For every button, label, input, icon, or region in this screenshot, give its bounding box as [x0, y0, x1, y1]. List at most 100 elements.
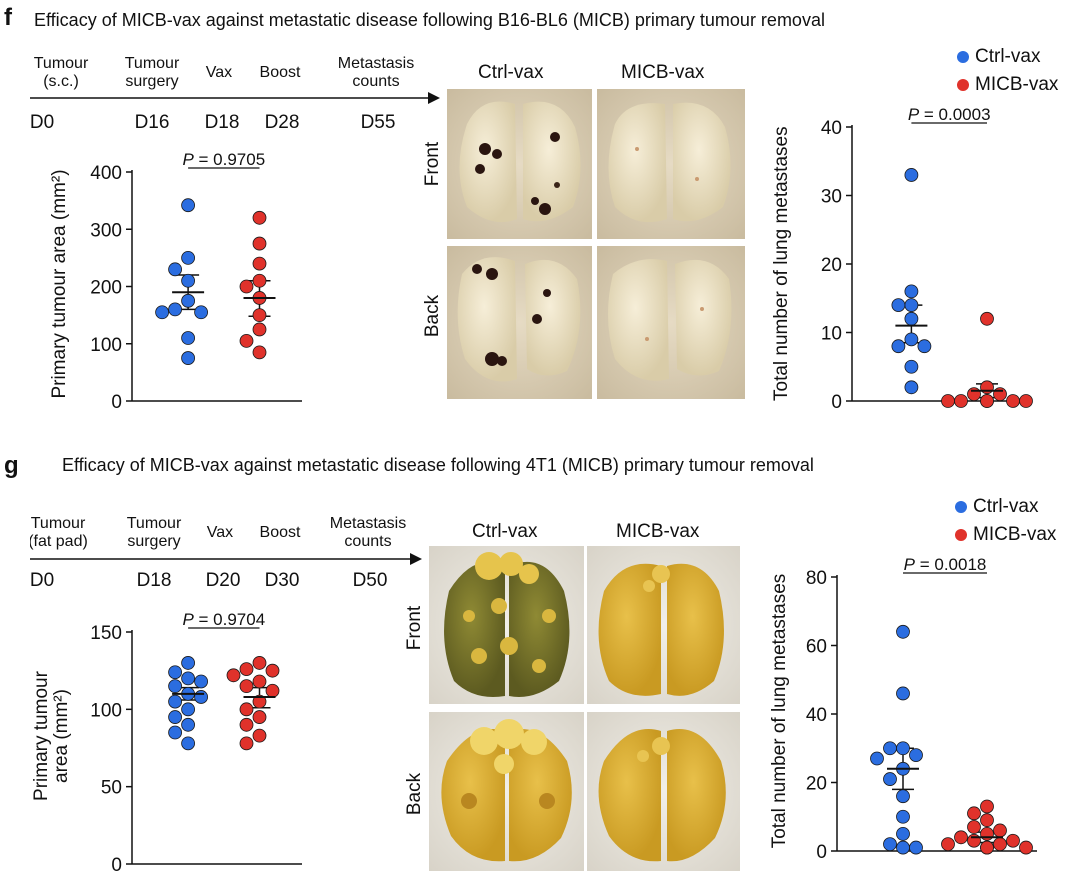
y-tick-label: 50 — [101, 778, 122, 799]
data-point — [891, 298, 906, 313]
legend-marker — [957, 50, 969, 63]
data-point — [252, 256, 267, 271]
y-tick-label: 40 — [806, 705, 827, 726]
data-point — [1019, 840, 1033, 855]
legend-marker — [955, 528, 967, 541]
f-legend-ctrl: Ctrl-vax — [957, 46, 1040, 68]
data-point — [883, 837, 897, 852]
data-point — [226, 668, 241, 683]
data-point — [980, 813, 994, 828]
y-tick-label: 150 — [90, 623, 122, 644]
data-point — [967, 387, 981, 402]
panel-g-title: Efficacy of MICB-vax against metastatic … — [62, 455, 814, 475]
y-tick-label: 0 — [831, 392, 842, 413]
timeline-day: D18 — [137, 570, 172, 591]
data-point — [1019, 394, 1033, 408]
f-photo-col-ctrl: Ctrl-vax — [478, 62, 544, 83]
data-point — [904, 311, 919, 326]
panel-g-timeline: Tumour (fat pad) Tumour surgery Vax Boos… — [30, 515, 422, 591]
legend-label: MICB-vax — [973, 524, 1057, 545]
f-tumour-area-chart: 0 100 200 300 400 P = 0.9705 — [90, 150, 302, 413]
y-tick-label: 0 — [816, 842, 827, 863]
data-point — [168, 262, 182, 277]
timeline-event: Vax — [207, 524, 233, 541]
lung-photo-g-micb-front — [587, 546, 740, 704]
data-point — [181, 351, 195, 365]
data-point — [181, 198, 195, 213]
timeline-day: D50 — [353, 570, 388, 591]
legend-label: Ctrl-vax — [975, 46, 1041, 67]
data-point — [993, 837, 1007, 852]
timeline-day: D16 — [135, 112, 170, 133]
legend-label: MICB-vax — [975, 74, 1059, 95]
y-tick-label: 20 — [821, 255, 842, 276]
y-tick-label: 0 — [111, 855, 122, 876]
data-point — [909, 748, 923, 763]
timeline-event: Vax — [206, 64, 232, 81]
timeline-arrowhead — [428, 92, 440, 104]
timeline-event-detail: (s.c.) — [43, 73, 79, 90]
g-photo-row-front: Front — [404, 605, 425, 651]
g-tumour-area-chart: 0 50 100 150 P = 0.9704 — [90, 610, 302, 876]
data-point — [896, 809, 910, 824]
g-photo-row-back: Back — [404, 772, 425, 816]
data-point — [181, 656, 195, 670]
timeline-day: D20 — [206, 570, 241, 591]
data-point — [1006, 394, 1020, 408]
data-point — [168, 725, 182, 740]
data-point — [181, 293, 195, 308]
f-photo-row-front: Front — [422, 141, 443, 187]
y-tick-label: 10 — [821, 324, 842, 345]
data-point — [904, 380, 919, 395]
data-point — [896, 789, 910, 804]
data-point — [980, 826, 994, 841]
lung-photo-f-ctrl-back — [447, 246, 592, 399]
y-tick-label: 400 — [90, 163, 122, 184]
data-point — [168, 302, 182, 317]
timeline-day: D18 — [205, 112, 240, 133]
y-tick-label: 30 — [821, 187, 842, 208]
data-point — [980, 311, 994, 326]
data-point — [891, 339, 906, 354]
timeline-event-detail: (fat pad) — [30, 533, 88, 550]
timeline-day: D28 — [265, 112, 300, 133]
timeline-day: D0 — [30, 112, 54, 133]
data-point — [252, 710, 267, 724]
data-point — [967, 820, 981, 834]
timeline-event: Metastasis — [330, 515, 406, 532]
data-point — [980, 799, 994, 814]
data-point — [980, 394, 994, 408]
data-point — [954, 394, 968, 408]
data-point — [168, 665, 182, 680]
data-point — [904, 359, 919, 374]
y-tick-label: 80 — [806, 568, 827, 589]
timeline-event: Metastasis — [338, 55, 414, 72]
timeline-event-detail: surgery — [127, 533, 180, 550]
data-point — [155, 305, 169, 320]
y-tick-label: 60 — [806, 637, 827, 658]
data-point — [239, 333, 254, 348]
data-point — [181, 250, 195, 265]
data-point — [896, 741, 910, 756]
g-legend-micb: MICB-vax — [955, 524, 1056, 546]
p-value-label: P = 0.9704 — [182, 610, 265, 629]
p-value-label: P = 0.0003 — [908, 105, 991, 124]
timeline-event: Tumour — [34, 55, 89, 72]
panel-g-letter: g — [4, 452, 19, 479]
data-point — [1006, 833, 1020, 848]
lung-photo-g-ctrl-front — [429, 546, 584, 704]
data-point — [168, 710, 182, 724]
y-tick-label: 0 — [111, 392, 122, 413]
timeline-event: Boost — [260, 524, 301, 541]
data-point — [239, 679, 254, 694]
p-value-label: P = 0.9705 — [182, 150, 265, 169]
data-point — [904, 284, 919, 299]
g-legend-ctrl: Ctrl-vax — [955, 496, 1038, 518]
data-point — [941, 394, 955, 408]
y-tick-label: 40 — [821, 118, 842, 139]
y-tick-label: 300 — [90, 220, 122, 241]
f-lung-metastases-chart: 0 10 20 30 40 P = 0.0003 — [821, 105, 1033, 413]
data-point — [181, 273, 195, 288]
data-point — [252, 236, 267, 251]
data-point — [904, 332, 919, 347]
